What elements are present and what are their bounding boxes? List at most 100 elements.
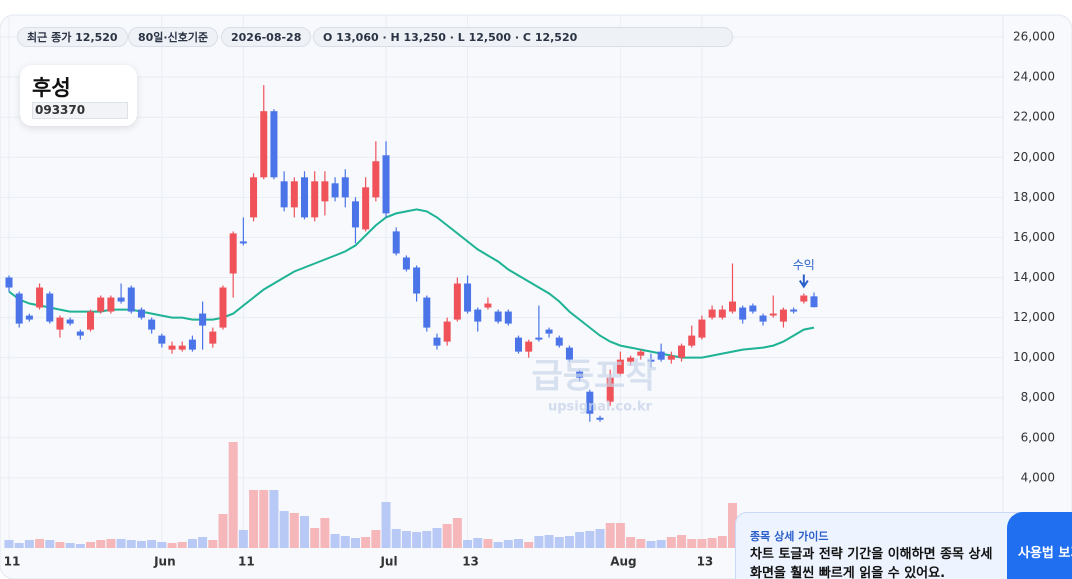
candle-body [301, 177, 309, 218]
volume-bar [595, 529, 605, 548]
x-tick-label: 13 [462, 555, 479, 569]
candle-body [545, 329, 553, 334]
x-tick-label: Jul [379, 555, 397, 569]
x-tick-label: 11 [238, 555, 255, 569]
x-tick-label: Aug [610, 555, 636, 569]
candle-body [698, 319, 706, 338]
volume-bar [96, 540, 106, 548]
candle-body [158, 335, 166, 344]
volume-bar [666, 537, 676, 548]
volume-bar [279, 511, 289, 548]
volume-bar [310, 528, 320, 548]
volume-bar [106, 539, 116, 548]
candle-body [718, 309, 726, 318]
candle-body [596, 417, 604, 420]
volume-bar [86, 542, 96, 548]
guide-body: 차트 토글과 전략 기간을 이해하면 종목 상세 화면을 훨씬 빠르게 읽을 수… [750, 547, 993, 579]
candle-body [433, 337, 441, 346]
candle-body [576, 371, 584, 378]
stock-card: 후성 093370 [20, 65, 137, 126]
volume-bar [503, 540, 513, 548]
candle-body [749, 305, 757, 312]
candle-body [555, 337, 563, 346]
volume-bar [208, 540, 218, 548]
volume-bar [249, 490, 259, 548]
candle-body [117, 297, 125, 302]
candle-body [239, 241, 247, 244]
candle-body [504, 311, 512, 324]
candle-body [586, 391, 594, 414]
y-tick-label: 20,000 [1013, 150, 1055, 164]
candle-body [494, 311, 502, 322]
candle-body [637, 351, 645, 356]
volume-bar [615, 523, 625, 548]
volume-bar [463, 540, 473, 548]
volume-bar [656, 540, 666, 548]
candle-body [127, 287, 135, 312]
volume-bar [483, 539, 493, 548]
candle-body [199, 313, 207, 326]
guide-button[interactable]: 사용법 보기 [1007, 512, 1072, 579]
volume-bar [350, 538, 360, 548]
candle-body [188, 339, 196, 350]
volume-bar [544, 535, 554, 548]
candle-body [484, 303, 492, 308]
candle-body [515, 337, 522, 352]
candle-body [728, 301, 736, 312]
candle-body [178, 345, 186, 350]
volume-bar [401, 531, 411, 548]
volume-bar [534, 536, 544, 548]
candle-body [331, 183, 339, 198]
candle-body [678, 345, 686, 358]
volume-bar [269, 490, 279, 548]
volume-bar [218, 514, 228, 548]
volume-bar [198, 537, 208, 548]
candle-body [362, 187, 370, 230]
volume-bar [55, 542, 65, 548]
candle-body [168, 345, 176, 350]
watermark-site: upsignal.co.kr [548, 400, 653, 415]
candle-body [790, 309, 798, 312]
candle-body [311, 181, 319, 218]
volume-bar [187, 539, 197, 548]
volume-bar [330, 534, 340, 548]
volume-bar [167, 543, 177, 548]
volume-bar [147, 540, 157, 548]
candle-body [657, 351, 665, 360]
pill: 80일·신호기준 [128, 27, 219, 47]
volume-bar [646, 541, 656, 548]
pill: 최근 종가 12,520 [17, 27, 128, 47]
candle-body [453, 283, 461, 320]
chart-panel [0, 14, 1072, 579]
candle-body [15, 293, 23, 324]
x-tick-label: 13 [697, 555, 714, 569]
candle-body [525, 341, 533, 352]
volume-bar [45, 540, 55, 548]
volume-bar [452, 518, 462, 548]
candle-body [739, 307, 747, 320]
candle-body [5, 277, 13, 288]
volume-bar [626, 537, 636, 548]
volume-bar [575, 532, 585, 548]
candle-body [351, 201, 359, 228]
candle-body [87, 311, 95, 330]
volume-bar [585, 531, 595, 548]
candle-body [209, 331, 217, 344]
y-tick-label: 4,000 [1021, 470, 1055, 484]
candle-body [260, 111, 268, 178]
volume-bar [605, 523, 615, 548]
pill: 2026-08-28 [221, 27, 312, 47]
candle-body [76, 331, 84, 336]
volume-bar [228, 442, 238, 548]
candle-body [36, 287, 44, 308]
y-tick-label: 12,000 [1013, 310, 1055, 324]
candle-body [97, 297, 105, 312]
candle-body [56, 317, 64, 330]
volume-bar [116, 539, 126, 548]
candle-body [708, 309, 716, 318]
candle-body [402, 257, 410, 270]
candle-body [341, 177, 349, 198]
candle-body [565, 347, 573, 360]
volume-bar [289, 513, 299, 548]
y-tick-label: 8,000 [1021, 390, 1055, 404]
